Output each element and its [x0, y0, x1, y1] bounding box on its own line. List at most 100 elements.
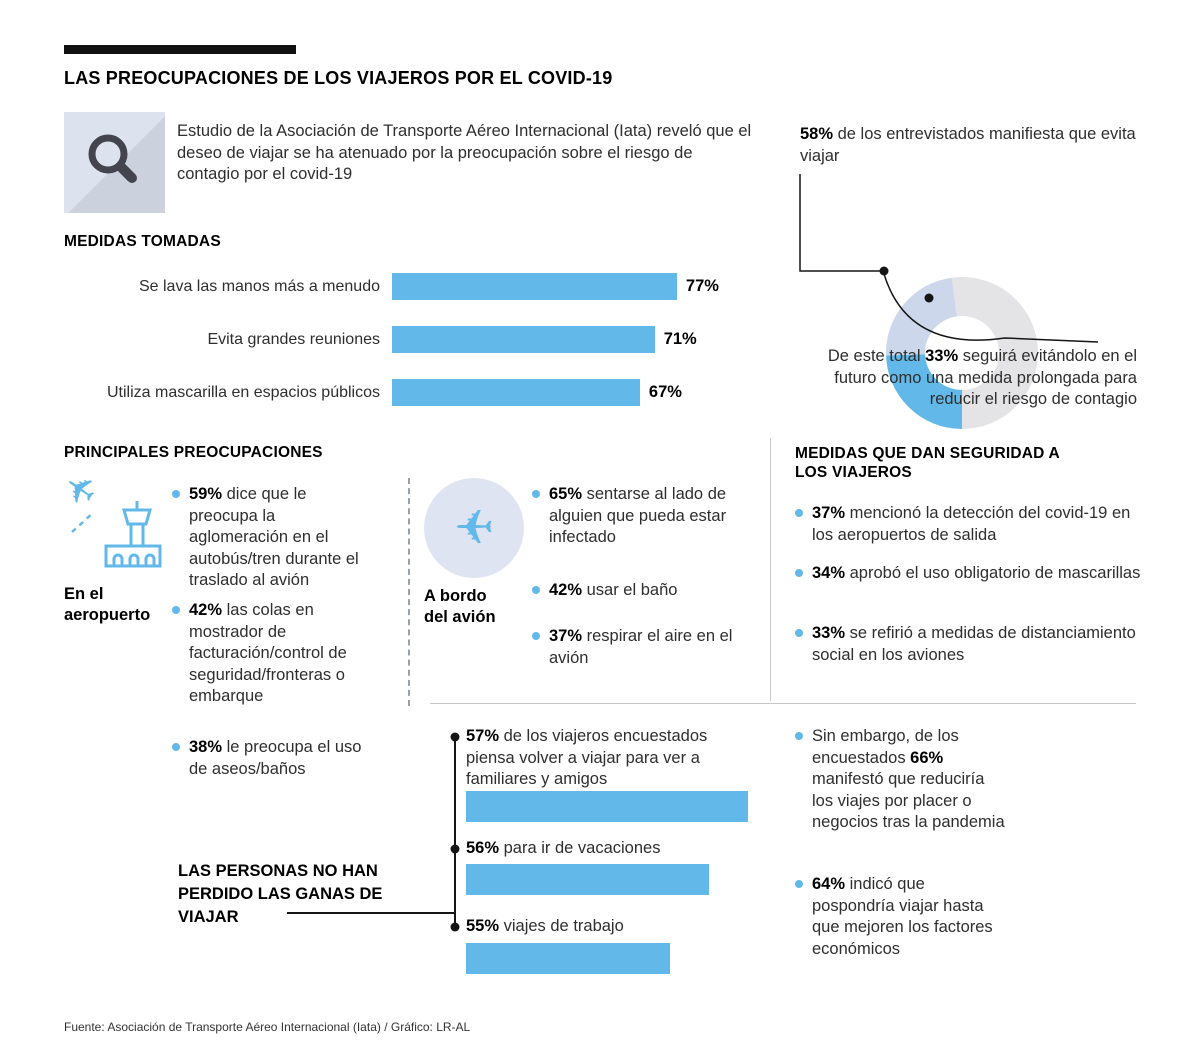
item-text: mencionó la detección del covid-19 en lo… — [812, 504, 1131, 544]
future-donut-text: 64% indicó que pospondría viajar hasta q… — [795, 874, 1000, 960]
item-pct: 57% — [466, 727, 500, 745]
item-text: las colas en mostrador de facturación/co… — [189, 601, 347, 706]
page-title: LAS PREOCUPACIONES DE LOS VIAJEROS POR E… — [64, 68, 613, 88]
intro-text: Estudio de la Asociación de Transporte A… — [177, 122, 752, 184]
item-pct: 33% — [812, 624, 846, 642]
avoid-stat-text: 58% de los entrevistados manifiesta que … — [800, 124, 1145, 167]
travel-bar — [466, 791, 748, 822]
vertical-divider — [770, 438, 771, 701]
followup-pct: 33% — [925, 347, 959, 365]
bullet-dot-icon — [172, 490, 180, 498]
item-text: respirar el aire en el avión — [549, 627, 733, 667]
bullet-dot-icon — [795, 629, 803, 637]
bullet-dot-icon — [795, 880, 803, 888]
security-item: 34% aprobó el uso obligatorio de mascari… — [795, 563, 1155, 585]
bullet-dot-icon — [532, 490, 540, 498]
item-text: viajes de trabajo — [499, 917, 624, 935]
bar — [392, 379, 640, 406]
measures-bar-row: Se lava las manos más a menudo 77% — [64, 273, 719, 300]
airport-icon: ✈ — [54, 463, 166, 578]
measures-bar-row: Evita grandes reuniones 71% — [64, 326, 697, 353]
measures-heading: MEDIDAS TOMADAS — [64, 233, 221, 250]
item-text: para ir de vacaciones — [499, 839, 661, 857]
bar-label: Evita grandes reuniones — [207, 330, 380, 348]
icon-shadow — [64, 112, 165, 213]
item-pct: 37% — [812, 504, 846, 522]
item-text: dice que le preocupa la aglomeración en … — [189, 485, 359, 590]
item-text: le preocupa el uso de aseos/baños — [189, 738, 362, 778]
travel-bar — [466, 943, 670, 974]
bullet-dot-icon — [532, 632, 540, 640]
magnifier-icon — [88, 134, 137, 183]
item-pct: 38% — [189, 738, 223, 756]
item-pct: 59% — [189, 485, 223, 503]
bullet-dot-icon — [172, 743, 180, 751]
airport-icon-art — [71, 501, 162, 568]
bar — [392, 273, 677, 300]
avoid-followup-text: De este total 33% seguirá evitándolo en … — [805, 346, 1137, 411]
bullet-dot-icon — [532, 586, 540, 594]
airport-item: 42% las colas en mostrador de facturació… — [172, 600, 377, 708]
security-item: 37% mencionó la detección del covid-19 e… — [795, 503, 1155, 546]
onboard-label: A bordo del avión — [424, 587, 496, 627]
item-text: se refirió a medidas de distanciamiento … — [812, 624, 1136, 664]
bracket-dot — [450, 732, 460, 742]
item-pct: 37% — [549, 627, 583, 645]
item-text: sentarse al lado de alguien que pueda es… — [549, 485, 727, 547]
bar-value: 71% — [663, 330, 697, 348]
item-text: usar el baño — [582, 581, 678, 599]
item-pct: 42% — [189, 601, 223, 619]
travel-item-text: 55% viajes de trabajo — [466, 916, 758, 938]
item-pct: 56% — [466, 839, 500, 857]
security-item: 33% se refirió a medidas de distanciamie… — [795, 623, 1155, 666]
airport-item: 38% le preocupa el uso de aseos/baños — [172, 737, 377, 780]
source-credit: Fuente: Asociación de Transporte Aéreo I… — [64, 1020, 471, 1034]
item-pct: 66% — [910, 748, 944, 767]
concerns-heading: PRINCIPALES PREOCUPACIONES — [64, 444, 323, 461]
bullet-dot-icon — [795, 569, 803, 577]
bullet-dot-icon — [795, 732, 803, 740]
airplane-icon-circle: ✈ — [424, 478, 524, 578]
followup-prefix: De este total — [827, 347, 926, 365]
travel-desire-title: LAS PERSONAS NO HAN PERDIDO LAS GANAS DE… — [178, 862, 383, 927]
followup-suffix: seguirá evitándolo en el futuro como una… — [834, 347, 1137, 409]
item-pct: 34% — [812, 564, 846, 582]
item-prefix: Sin embargo, de los encuestados — [812, 727, 959, 767]
bullet-dot-icon — [795, 509, 803, 517]
item-suffix: manifestó que reduciría los viajes por p… — [812, 770, 1005, 832]
future-donut-text: Sin embargo, de los encuestados 66% mani… — [795, 726, 1010, 834]
callout-dot — [879, 266, 889, 276]
bar — [392, 326, 655, 353]
dashed-divider — [408, 478, 410, 706]
travel-item-text: 56% para ir de vacaciones — [466, 838, 758, 860]
bracket-dot — [450, 922, 460, 932]
onboard-item: 42% usar el baño — [532, 580, 762, 602]
item-text: aprobó el uso obligatorio de mascarillas — [845, 564, 1141, 582]
item-text: de los viajeros encuestados piensa volve… — [466, 727, 708, 789]
travel-item-text: 57% de los viajeros encuestados piensa v… — [466, 726, 758, 791]
magnifier-icon-box — [64, 112, 165, 213]
security-heading: MEDIDAS QUE DAN SEGURIDAD A LOS VIAJEROS — [795, 445, 1060, 482]
airport-item: 59% dice que le preocupa la aglomeración… — [172, 484, 377, 592]
bracket-dot — [450, 844, 460, 854]
onboard-item: 65% sentarse al lado de alguien que pued… — [532, 484, 762, 549]
avoid-stat-pct: 58% — [800, 125, 834, 143]
bullet-dot-icon — [172, 606, 180, 614]
item-pct: 65% — [549, 485, 583, 503]
horizontal-divider — [430, 703, 1136, 704]
bar-value: 77% — [685, 277, 719, 295]
item-pct: 42% — [549, 581, 583, 599]
travel-bar — [466, 864, 709, 895]
avoid-stat-rest: de los entrevistados manifiesta que evit… — [800, 125, 1136, 165]
item-pct: 55% — [466, 917, 500, 935]
title-accent-bar — [64, 45, 296, 54]
airport-label: En el aeropuerto — [64, 585, 151, 625]
bar-value: 67% — [648, 383, 682, 401]
item-pct: 64% — [812, 875, 846, 893]
bar-label: Utiliza mascarilla en espacios públicos — [106, 383, 380, 401]
onboard-item: 37% respirar el aire en el avión — [532, 626, 762, 669]
bar-label: Se lava las manos más a menudo — [138, 277, 380, 295]
item-suffix: indicó que pospondría viajar hasta que m… — [812, 875, 993, 958]
measures-bar-row: Utiliza mascarilla en espacios públicos … — [64, 379, 682, 406]
